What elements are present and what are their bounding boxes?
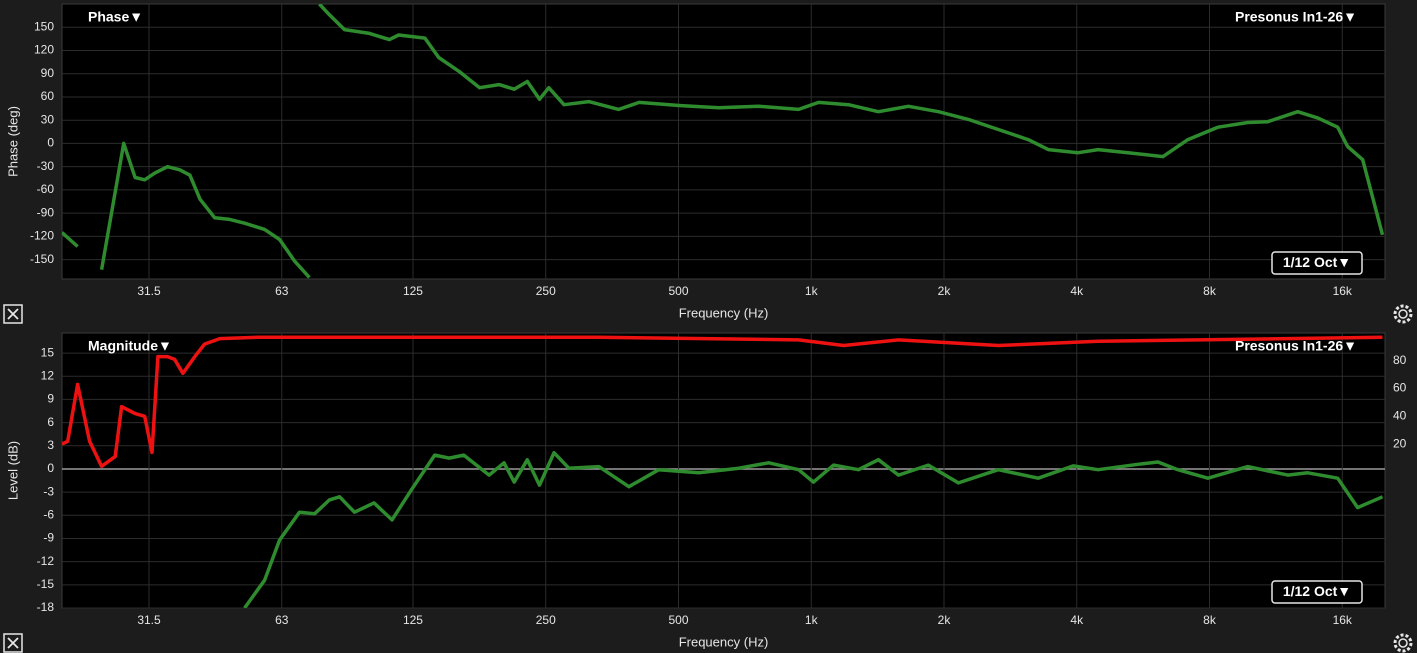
resolution-box (1271, 580, 1363, 604)
y-tick-label: -30 (37, 159, 55, 173)
x-tick-label: 500 (668, 613, 688, 627)
chart-title: Phase▼ (88, 9, 143, 25)
settings-button[interactable] (1393, 304, 1413, 324)
y-tick-label: 150 (34, 19, 54, 33)
source-selector[interactable]: Presonus In1-26▼ (1235, 338, 1357, 354)
y-tick-label: -90 (37, 205, 55, 219)
x-tick-label: 31.5 (137, 284, 161, 298)
resolution-box (1271, 251, 1363, 275)
x-tick-label: 1k (805, 613, 819, 627)
x-tick-label: 250 (536, 284, 556, 298)
x-tick-label: 8k (1203, 284, 1217, 298)
x-tick-label: 63 (275, 284, 289, 298)
y-tick-label: 12 (41, 368, 55, 382)
x-tick-label: 250 (536, 613, 556, 627)
resolution-selector[interactable]: 1/12 Oct▼ (1283, 583, 1351, 599)
y-tick-label: 15 (41, 345, 55, 359)
y-tick-label: -15 (37, 577, 55, 591)
data-line (243, 450, 1384, 608)
data-line (62, 335, 1383, 469)
source-selector[interactable]: Presonus In1-26▼ (1235, 9, 1357, 25)
y-axis-title: Phase (deg) (5, 106, 20, 177)
plot-area (61, 3, 1386, 280)
y-axis-title: Level (dB) (5, 441, 20, 500)
x-tick-label: 63 (275, 613, 289, 627)
y-tick-label: 0 (47, 461, 54, 475)
x-tick-label: 16k (1333, 613, 1353, 627)
y-tick-label: -3 (43, 484, 54, 498)
settings-button[interactable] (1393, 633, 1413, 653)
x-tick-label: 4k (1070, 613, 1084, 627)
y-tick-label: -18 (37, 600, 55, 614)
y-tick-label: -9 (43, 531, 54, 545)
resolution-selector[interactable]: 1/12 Oct▼ (1283, 254, 1351, 270)
y-tick-label: 9 (47, 392, 54, 406)
y-tick-label: -12 (37, 554, 55, 568)
x-tick-label: 125 (403, 284, 423, 298)
x-tick-label: 8k (1203, 613, 1217, 627)
y-tick-label: 30 (41, 112, 55, 126)
close-button[interactable] (3, 304, 23, 324)
y-tick-label: 3 (47, 438, 54, 452)
x-tick-label: 125 (403, 613, 423, 627)
y-tick-label: 6 (47, 415, 54, 429)
y-tick-label: 120 (34, 43, 54, 57)
y-tick-label: 60 (41, 89, 55, 103)
x-tick-label: 2k (938, 613, 952, 627)
x-tick-label: 16k (1333, 284, 1353, 298)
y-tick-label: -6 (43, 507, 54, 521)
x-axis-title: Frequency (Hz) (679, 634, 769, 649)
data-line (62, 4, 1385, 279)
y-tick-label: 90 (41, 66, 55, 80)
x-tick-label: 2k (938, 284, 952, 298)
y-tick-label: -150 (30, 252, 54, 266)
y-tick-label: -60 (37, 182, 55, 196)
y2-tick-label: 80 (1393, 353, 1407, 367)
chart-title: Magnitude▼ (88, 338, 172, 354)
y-tick-label: 0 (47, 136, 54, 150)
x-tick-label: 4k (1070, 284, 1084, 298)
x-tick-label: 31.5 (137, 613, 161, 627)
y2-tick-label: 20 (1393, 436, 1407, 450)
y-tick-label: -120 (30, 229, 54, 243)
x-axis-title: Frequency (Hz) (679, 305, 769, 320)
x-tick-label: 500 (668, 284, 688, 298)
y2-tick-label: 60 (1393, 381, 1407, 395)
close-button[interactable] (3, 633, 23, 653)
y2-tick-label: 40 (1393, 409, 1407, 423)
x-tick-label: 1k (805, 284, 819, 298)
